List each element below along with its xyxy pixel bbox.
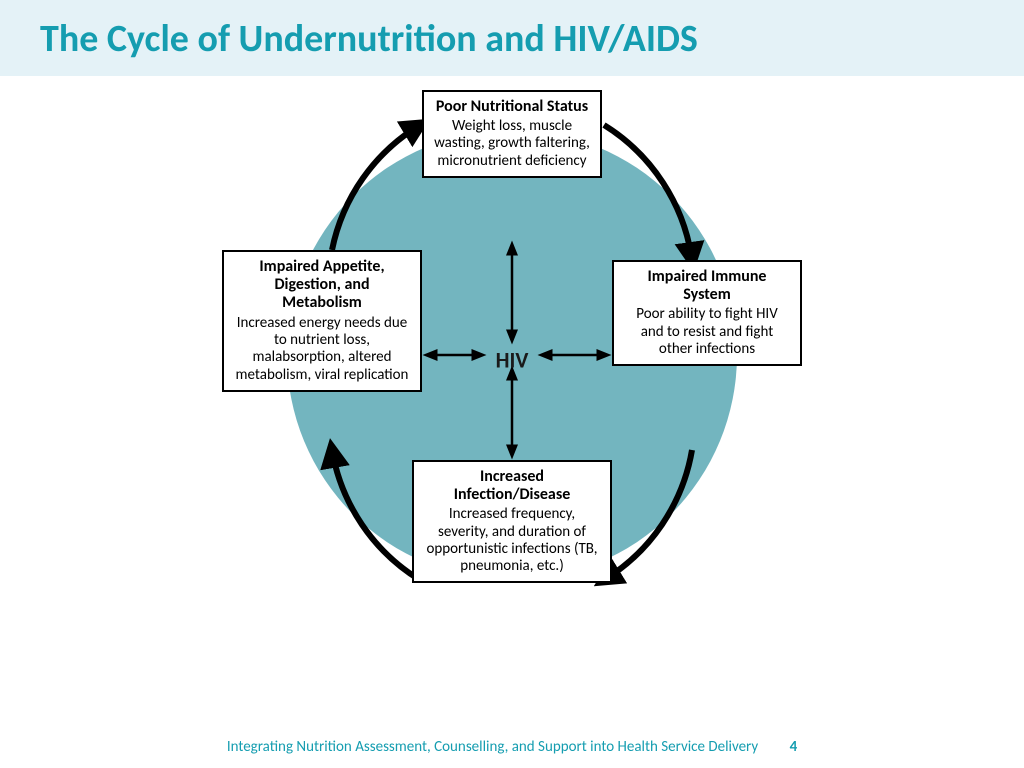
node-body: Increased energy needs due to nutrient l… <box>234 315 410 384</box>
center-label: HIV <box>496 346 529 373</box>
title-band: The Cycle of Undernutrition and HIV/AIDS <box>0 0 1024 76</box>
node-title: Impaired Appetite, Digestion, and Metabo… <box>234 258 410 313</box>
node-impaired-appetite: Impaired Appetite, Digestion, and Metabo… <box>222 250 422 392</box>
node-title: Poor Nutritional Status <box>434 98 590 116</box>
node-body: Weight loss, muscle wasting, growth falt… <box>434 118 590 170</box>
node-title: Increased Infection/Disease <box>424 468 600 505</box>
slide-footer: Integrating Nutrition Assessment, Counse… <box>0 738 1024 756</box>
node-body: Increased frequen­cy, severity, and dura… <box>424 506 600 575</box>
node-impaired-immune: Impaired Immune System Poor ability to f… <box>612 260 802 367</box>
page-number: 4 <box>790 738 798 756</box>
slide-title: The Cycle of Undernutrition and HIV/AIDS <box>40 18 984 62</box>
node-increased-infection: Increased Infection/Disease Increased fr… <box>412 460 612 584</box>
cycle-diagram: HIV Poor Nutritional Status Weight loss,… <box>232 90 792 630</box>
node-body: Poor ability to fight HIV and to resist … <box>624 306 790 358</box>
footer-text: Integrating Nutrition Assessment, Counse… <box>227 738 758 756</box>
node-poor-nutrition: Poor Nutritional Status Weight loss, mus… <box>422 90 602 178</box>
node-title: Impaired Immune System <box>624 268 790 305</box>
